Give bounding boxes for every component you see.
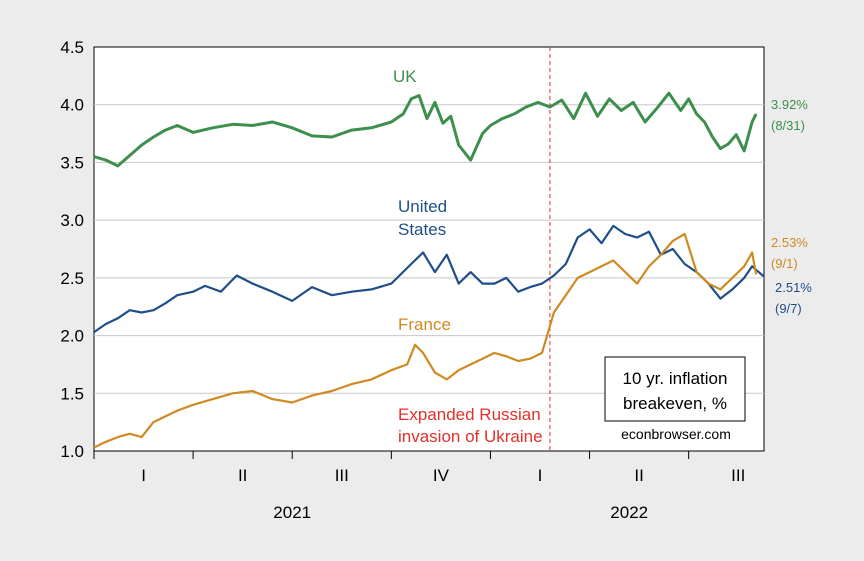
y-tick-label: 2.5 (60, 269, 84, 288)
y-tick-label: 3.0 (60, 211, 84, 230)
invasion-label-line1: Expanded Russian (398, 405, 541, 424)
x-quarter-label: I (538, 466, 543, 485)
france-end-value: 2.53% (771, 235, 808, 250)
uk-end-value: 3.92% (771, 97, 808, 112)
invasion-label-line2: invasion of Ukraine (398, 427, 543, 446)
series-lines (93, 91, 765, 449)
us-end-value: 2.51% (775, 280, 812, 295)
credit-text: econbrowser.com (621, 426, 731, 442)
x-year-label: 2022 (610, 503, 648, 522)
us-end-date: (9/7) (775, 301, 802, 316)
series-line-france (93, 232, 758, 449)
y-tick-label: 1.5 (60, 384, 84, 403)
france-series-label: France (398, 315, 451, 334)
y-axis-ticks: 1.0 1.5 2.0 2.5 3.0 3.5 4.0 4.5 (60, 38, 84, 461)
y-tick-label: 3.5 (60, 153, 84, 172)
series-line-uk (93, 91, 758, 168)
uk-end-date: (8/31) (771, 118, 805, 133)
y-tick-label: 4.5 (60, 38, 84, 57)
x-year-label: 2021 (273, 503, 311, 522)
us-series-label-line1: United (398, 197, 447, 216)
y-tick-label: 1.0 (60, 442, 84, 461)
x-quarter-label: III (335, 466, 349, 485)
x-quarter-label: III (731, 466, 745, 485)
us-series-label-line2: States (398, 220, 446, 239)
x-quarter-label: II (634, 466, 643, 485)
x-quarter-label: IV (433, 466, 450, 485)
legend-box-line1: 10 yr. inflation (623, 369, 728, 388)
uk-series-label: UK (393, 67, 417, 86)
legend-box (604, 356, 746, 422)
x-quarter-label: II (238, 466, 247, 485)
y-tick-label: 4.0 (60, 96, 84, 115)
legend-box-line2: breakeven, % (623, 394, 727, 413)
series-line-united-states (93, 224, 765, 334)
france-end-date: (9/1) (771, 256, 798, 271)
x-quarter-label: I (141, 466, 146, 485)
y-tick-label: 2.0 (60, 327, 84, 346)
